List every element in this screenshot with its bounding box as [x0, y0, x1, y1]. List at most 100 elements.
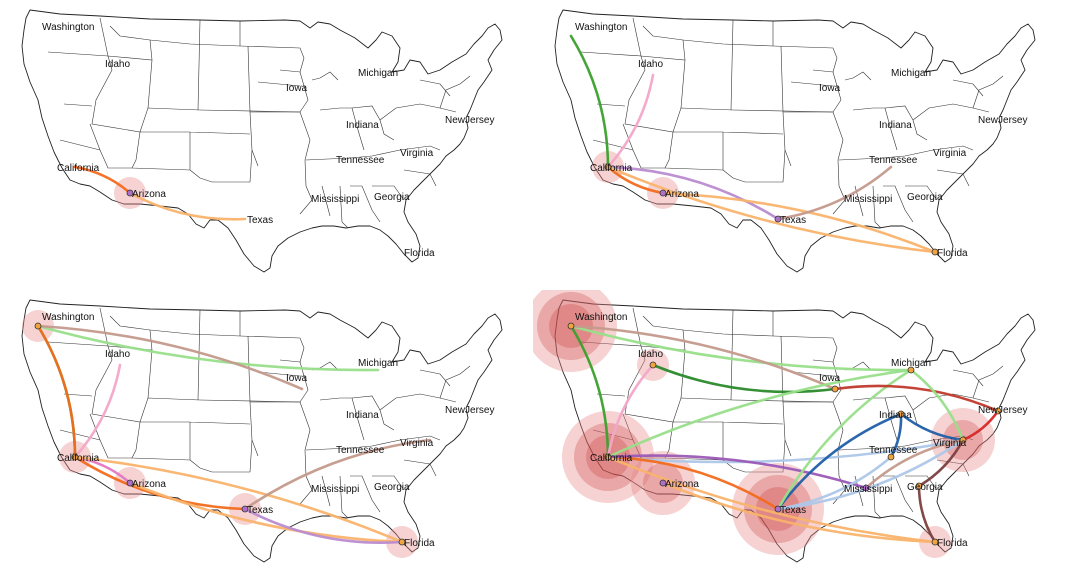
state-label-florida: Florida	[404, 248, 435, 259]
node-arizona	[659, 189, 667, 197]
state-label-texas: Texas	[247, 215, 273, 226]
route-mississippi-to-virginia	[864, 438, 965, 490]
state-label-washington: Washington	[575, 312, 627, 323]
node-indiana	[897, 410, 905, 418]
route-texas-to-florida	[243, 507, 404, 544]
route-texas-to-virginia	[776, 438, 965, 511]
state-label-texas: Texas	[247, 505, 273, 516]
node-mississippi	[862, 484, 870, 492]
route-washington-to-iowa	[36, 324, 304, 391]
state-label-mississippi: Mississippi	[844, 484, 892, 495]
state-border	[936, 75, 1004, 187]
state-label-washington: Washington	[575, 22, 627, 33]
route-california-to-texas	[606, 455, 780, 511]
route-california-to-texas	[606, 165, 780, 221]
state-border	[783, 359, 872, 403]
state-label-iowa: Iowa	[819, 373, 841, 384]
state-label-tennessee: Tennessee	[869, 155, 918, 166]
route-georgia-to-florida	[917, 484, 937, 544]
state-label-iowa: Iowa	[286, 83, 308, 94]
state-border	[59, 103, 101, 151]
us-outline	[21, 9, 503, 273]
state-label-iowa: Iowa	[819, 83, 841, 94]
state-label-arizona: Arizona	[132, 189, 166, 200]
state-border	[783, 69, 872, 113]
route-texas-to-michigan	[776, 368, 913, 511]
state-label-mississippi: Mississippi	[311, 484, 359, 495]
state-label-mississippi: Mississippi	[844, 194, 892, 205]
state-label-california: California	[57, 163, 100, 174]
state-border	[131, 131, 253, 183]
node-arizona	[659, 479, 667, 487]
node-michigan	[907, 366, 915, 374]
state-label-georgia: Georgia	[374, 482, 410, 493]
state-border	[89, 401, 313, 505]
route-washington-to-iowa	[569, 324, 837, 391]
state-label-newjersey: NewJersey	[445, 115, 494, 126]
map-panel-2: Washington Idaho Michigan Iowa NewJersey Indi…	[533, 0, 1065, 290]
route-idaho-to-california	[606, 73, 655, 169]
route-indiana-to-virginia	[899, 412, 965, 442]
state-label-newjersey: NewJersey	[978, 115, 1027, 126]
state-border	[403, 75, 471, 187]
node-idaho	[649, 361, 657, 369]
state-label-arizona: Arizona	[132, 479, 166, 490]
node-texas	[774, 215, 782, 223]
us-map-2: Washington Idaho Michigan Iowa NewJersey Indi…	[554, 9, 1036, 273]
route-california-to-mississippi	[606, 454, 868, 490]
state-border	[622, 111, 846, 215]
route-arizona-to-florida	[661, 191, 937, 254]
state-label-michigan: Michigan	[358, 68, 398, 79]
map-panel-3: Washington Idaho Michigan Iowa NewJersey Indi…	[0, 290, 532, 580]
state-border	[250, 359, 339, 403]
state-border	[99, 17, 259, 167]
state-label-idaho: Idaho	[105, 59, 130, 70]
state-border	[664, 131, 786, 183]
route-idaho-to-iowa	[651, 363, 837, 394]
state-label-virginia: Virginia	[400, 438, 434, 449]
route-texas-to-indiana	[776, 412, 903, 511]
route-idaho-to-california	[606, 363, 655, 459]
us-outline	[554, 9, 1036, 273]
state-label-indiana: Indiana	[879, 410, 912, 421]
route-washington-to-california	[569, 34, 610, 169]
map-panel-1: Washington Idaho Michigan Iowa NewJersey Indi…	[0, 0, 532, 290]
route-michigan-to-virginia	[909, 368, 965, 442]
route-arizona-to-florida	[661, 481, 937, 544]
node-newjersey	[994, 407, 1002, 415]
route-california-to-virginia	[606, 438, 965, 464]
state-label-washington: Washington	[42, 312, 94, 323]
route-idaho-to-california	[73, 363, 122, 459]
state-border	[403, 365, 471, 477]
route-california-to-florida	[73, 455, 404, 544]
node-washington	[567, 322, 575, 330]
node-california	[71, 453, 79, 461]
route-arizona-to-florida	[128, 481, 404, 544]
map-panel-4: Washington Idaho Michigan Iowa NewJersey Indi…	[533, 290, 1065, 580]
state-label-michigan: Michigan	[358, 358, 398, 369]
state-border	[884, 103, 990, 141]
route-california-to-michigan	[606, 368, 913, 459]
node-texas	[241, 505, 249, 513]
us-map-3: Washington Idaho Michigan Iowa NewJersey Indi…	[21, 299, 503, 563]
state-label-california: California	[57, 453, 100, 464]
node-florida	[931, 538, 939, 546]
route-texas-to-virginia	[243, 438, 432, 511]
state-label-arizona: Arizona	[665, 189, 699, 200]
state-label-florida: Florida	[937, 248, 968, 259]
state-label-idaho: Idaho	[638, 59, 663, 70]
route-washington-to-michigan	[36, 324, 380, 372]
state-label-florida: Florida	[937, 538, 968, 549]
state-label-newjersey: NewJersey	[445, 405, 494, 416]
state-border	[59, 393, 101, 441]
state-border	[89, 111, 313, 215]
us-outline	[21, 299, 503, 563]
route-california-to-arizona	[73, 165, 132, 195]
state-border	[580, 315, 842, 423]
state-label-tennessee: Tennessee	[336, 445, 385, 456]
node-florida	[931, 248, 939, 256]
state-label-georgia: Georgia	[907, 482, 943, 493]
state-label-idaho: Idaho	[105, 349, 130, 360]
us-outline	[554, 299, 1036, 563]
state-label-california: California	[590, 453, 633, 464]
